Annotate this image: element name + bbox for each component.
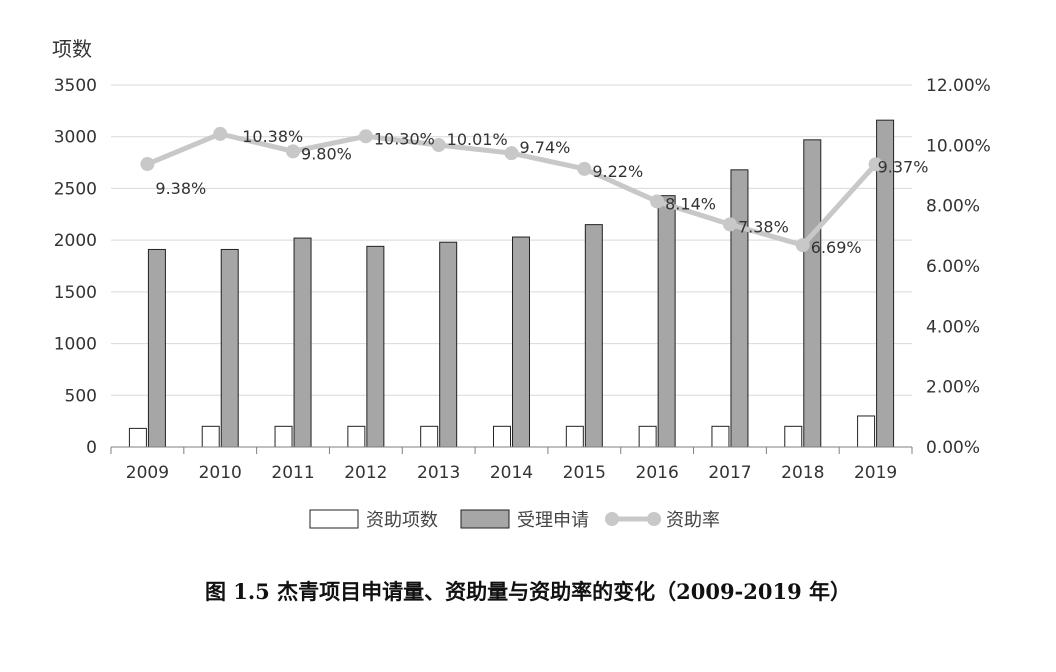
- bar-funded-2014: [493, 425, 511, 448]
- x-tick-label: 2013: [417, 463, 460, 483]
- bar-funded-2009: [128, 427, 147, 448]
- bar-applications-2018: [803, 139, 822, 448]
- y-tick-label: 500: [65, 386, 97, 406]
- bar-funded-2019: [857, 415, 876, 448]
- funding-rate-label: 7.38%: [738, 217, 789, 236]
- funding-rate-point-2016: [650, 194, 665, 209]
- funding-rate-point-2019: [868, 157, 883, 172]
- y-tick-label: 1500: [54, 283, 97, 303]
- legend-swatch-funded: [309, 509, 359, 529]
- bar-applications-2010: [220, 248, 239, 448]
- bar-funded-2018: [784, 425, 803, 448]
- bar-applications-2009: [147, 248, 166, 448]
- funding-rate-point-2012: [358, 129, 373, 144]
- funding-rate-point-2013: [431, 138, 446, 153]
- x-tick-label: 2012: [344, 463, 387, 483]
- x-tick-label: 2016: [636, 463, 679, 483]
- y2-tick-label: 8.00%: [926, 197, 980, 217]
- funding-rate-label: 9.80%: [301, 144, 352, 163]
- x-tick-label: 2014: [490, 463, 533, 483]
- funding-rate-label: 9.38%: [155, 179, 206, 198]
- funding-rate-label: 10.38%: [242, 127, 303, 146]
- bar-funded-2016: [638, 425, 657, 448]
- y2-tick-label: 4.00%: [926, 317, 980, 337]
- y-tick-label: 1000: [54, 335, 97, 355]
- funding-rate-point-2010: [213, 126, 228, 141]
- funding-rate-label: 10.30%: [374, 129, 435, 148]
- bar-applications-2011: [293, 237, 312, 448]
- bar-applications-2012: [366, 245, 385, 448]
- x-tick-label: 2018: [781, 463, 824, 483]
- y-tick-label: 2000: [54, 231, 97, 251]
- bar-applications-2013: [439, 241, 458, 448]
- funding-rate-label: 10.01%: [447, 130, 508, 149]
- funding-rate-point-2011: [286, 144, 301, 159]
- x-tick-label: 2019: [854, 463, 897, 483]
- bar-funded-2012: [347, 425, 366, 448]
- y2-tick-label: 12.00%: [926, 76, 991, 96]
- bar-funded-2015: [565, 425, 584, 448]
- y-axis-title: 项数: [52, 37, 92, 61]
- bar-funded-2017: [711, 425, 730, 448]
- y2-tick-label: 6.00%: [926, 257, 980, 277]
- funding-rate-label: 9.37%: [878, 157, 929, 176]
- x-tick-label: 2011: [271, 463, 314, 483]
- bar-applications-2016: [657, 195, 676, 448]
- bar-funded-2013: [420, 425, 439, 448]
- y2-tick-label: 2.00%: [926, 378, 980, 398]
- combo-chart: 项数 0 500 1000 1500 2000 2500 3000 3500 0.00% 2.00…: [52, 37, 991, 531]
- funding-rate-label: 8.14%: [665, 194, 716, 213]
- bar-funded-2010: [201, 425, 220, 448]
- y2-tick-label: 10.00%: [926, 136, 991, 156]
- funding-rate-point-2009: [140, 157, 155, 172]
- bar-applications-2017: [730, 169, 749, 448]
- y-tick-label: 3000: [54, 128, 97, 148]
- y-tick-label: 0: [86, 438, 97, 458]
- funding-rate-point-2017: [722, 217, 737, 232]
- legend-label-rate: 资助率: [666, 510, 720, 531]
- legend-label-funded: 资助项数: [366, 510, 438, 531]
- legend-label-applications: 受理申请: [517, 510, 589, 531]
- y-tick-label: 2500: [54, 179, 97, 199]
- legend-swatch-rate-dot: [605, 512, 619, 526]
- funding-rate-point-2014: [504, 146, 519, 161]
- x-tick-label: 2015: [563, 463, 606, 483]
- figure-caption: 图 1.5 杰青项目申请量、资助量与资助率的变化（2009-2019 年）: [204, 579, 852, 604]
- x-tick-label: 2009: [126, 463, 169, 483]
- bar-applications-2015: [584, 224, 603, 448]
- y-tick-label: 3500: [54, 76, 97, 96]
- funding-rate-label: 9.74%: [520, 138, 571, 157]
- y2-tick-label: 0.00%: [926, 438, 980, 458]
- funding-rate-point-2015: [577, 161, 592, 176]
- funding-rate-point-2018: [795, 238, 810, 253]
- funding-rate-label: 6.69%: [811, 238, 862, 257]
- x-tick-label: 2010: [199, 463, 242, 483]
- bar-applications-2014: [512, 236, 530, 448]
- legend-swatch-rate-dot: [647, 512, 661, 526]
- bar-funded-2011: [274, 425, 293, 448]
- funding-rate-label: 9.22%: [592, 162, 643, 181]
- legend-swatch-applications: [460, 509, 510, 529]
- x-tick-label: 2017: [708, 463, 751, 483]
